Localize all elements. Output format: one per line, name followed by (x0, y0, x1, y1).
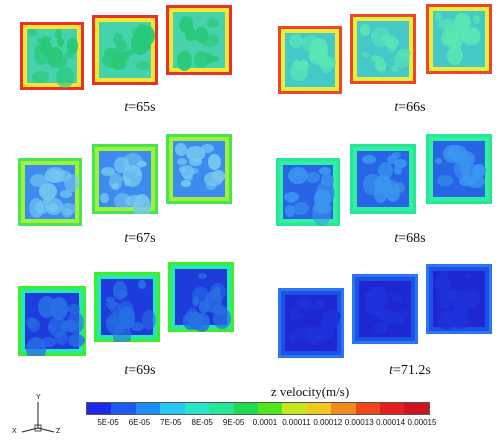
snapshot-t66-1 (278, 26, 342, 94)
caption-t67: t=67s (124, 231, 156, 246)
axis-z-label: Z (56, 428, 61, 435)
snapshot-t66-3 (426, 4, 492, 74)
colorbar-title: z velocity(m/s) (270, 384, 350, 399)
axis-triad-icon (21, 402, 55, 433)
colorbar-tick-label: 7E-05 (160, 418, 182, 427)
colorbar-cell (135, 403, 161, 414)
snapshot-t68-3 (426, 134, 492, 204)
colorbar-cell (306, 403, 332, 414)
caption-t65: t=65s (124, 100, 156, 115)
axis-y-label: Y (36, 394, 41, 401)
colorbar-tick-label: 6E-05 (128, 418, 151, 427)
snapshot-t69-2 (94, 272, 160, 342)
colorbar-cell (404, 403, 429, 414)
colorbar-tick-label: 0.00014 (376, 418, 406, 427)
colorbar-cell (380, 403, 405, 414)
colorbar-cell (87, 403, 112, 414)
colorbar-cell (257, 403, 283, 414)
caption-t712: t=71.2s (389, 363, 431, 378)
snapshot-t67-2 (92, 144, 158, 214)
colorbar-cell (355, 403, 381, 414)
caption-t68: t=68s (394, 231, 426, 246)
colorbar (86, 402, 430, 415)
colorbar-tick-label: 8E-05 (191, 418, 213, 427)
snapshot-t65-1 (20, 22, 84, 90)
snapshot-t67-3 (166, 134, 232, 204)
colorbar-tick-label: 0.00012 (313, 418, 343, 427)
colorbar-cell (282, 403, 307, 414)
colorbar-tick-label: 0.00011 (282, 418, 311, 427)
snapshot-t67-1 (18, 158, 82, 226)
colorbar-cell (233, 403, 258, 414)
snapshot-t65-2 (92, 15, 158, 85)
colorbar-tick-label: 9E-05 (222, 418, 245, 427)
colorbar-tick-label: 5E-05 (97, 418, 119, 427)
colorbar-cell (160, 403, 185, 414)
snapshot-t712-1 (278, 288, 344, 358)
snapshot-t69-1 (18, 286, 86, 356)
snapshot-t68-2 (350, 144, 416, 214)
snapshot-t68-1 (276, 158, 340, 226)
colorbar-cell (184, 403, 210, 414)
snapshot-t712-3 (426, 264, 492, 334)
axis-x-label: X (12, 428, 17, 435)
snapshot-t712-2 (352, 274, 418, 344)
colorbar-cell (111, 403, 136, 414)
colorbar-cell (331, 403, 356, 414)
caption-t69: t=69s (124, 363, 156, 378)
colorbar-cell (209, 403, 234, 414)
colorbar-tick-label: 0.0001 (252, 418, 278, 427)
caption-t66: t=66s (394, 100, 426, 115)
colorbar-tick-label: 0.00015 (407, 418, 437, 427)
snapshot-t69-3 (168, 262, 234, 332)
colorbar-tick-label: 0.00013 (344, 418, 374, 427)
snapshot-t66-2 (350, 14, 416, 84)
snapshot-t65-3 (166, 5, 232, 75)
axis-triad: Y X Z (8, 394, 68, 438)
colorbar-ticks: 5E-05 6E-05 7E-05 8E-05 9E-05 0.0001 0.00011 0.… (86, 418, 436, 432)
